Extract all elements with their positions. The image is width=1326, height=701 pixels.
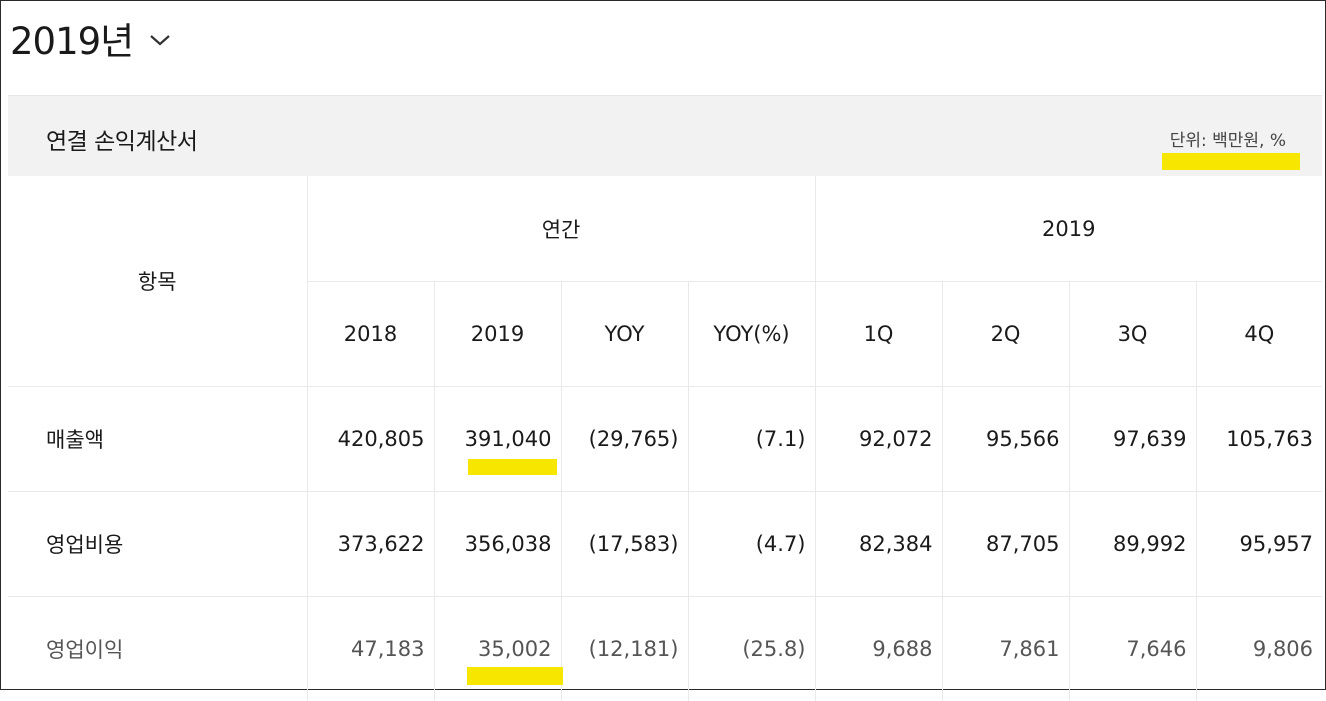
column-header: 1Q bbox=[815, 282, 942, 387]
column-header: 2019 bbox=[434, 282, 561, 387]
table-cell-value: 391,040 bbox=[465, 427, 552, 451]
table-row-operating-expense: 영업비용 373,622 356,038 (17,583) (4.7) 82,3… bbox=[8, 492, 1322, 597]
header-row-groups: 항목 연간 2019 bbox=[8, 176, 1322, 282]
year-selector[interactable]: 2019년 bbox=[10, 14, 171, 62]
table-cell: 89,992 bbox=[1069, 492, 1196, 597]
table-cell: 9,806 bbox=[1196, 597, 1322, 701]
table-cell: 82,384 bbox=[815, 492, 942, 597]
table-cell: 105,763 bbox=[1196, 387, 1322, 492]
table-cell: 95,566 bbox=[942, 387, 1069, 492]
unit-label: 단위: 백만원, % bbox=[1170, 126, 1286, 151]
row-label: 매출액 bbox=[8, 387, 307, 492]
header-annual: 연간 bbox=[307, 176, 815, 282]
table-cell: (25.8) bbox=[688, 597, 815, 701]
column-header: 2Q bbox=[942, 282, 1069, 387]
column-header: 4Q bbox=[1196, 282, 1322, 387]
table-cell: (12,181) bbox=[561, 597, 688, 701]
table-cell-highlighted: 391,040 bbox=[434, 387, 561, 492]
table-cell: 356,038 bbox=[434, 492, 561, 597]
table-cell: 97,639 bbox=[1069, 387, 1196, 492]
value-highlight bbox=[468, 459, 557, 475]
financial-table: 항목 연간 2019 2018 2019 YOY YOY(%) 1Q 2Q 3Q… bbox=[8, 176, 1322, 701]
table-cell: 7,861 bbox=[942, 597, 1069, 701]
unit-highlight bbox=[1162, 153, 1300, 170]
value-highlight bbox=[467, 667, 563, 685]
table-cell: 92,072 bbox=[815, 387, 942, 492]
row-label: 영업비용 bbox=[8, 492, 307, 597]
table-cell: 420,805 bbox=[307, 387, 434, 492]
table-cell-value: 35,002 bbox=[478, 637, 551, 661]
row-label: 영업이익 bbox=[8, 597, 307, 701]
header-item: 항목 bbox=[8, 176, 307, 387]
table-cell: (29,765) bbox=[561, 387, 688, 492]
year-selector-label: 2019년 bbox=[10, 11, 133, 65]
table-cell: (4.7) bbox=[688, 492, 815, 597]
column-header: 2018 bbox=[307, 282, 434, 387]
panel-title: 연결 손익계산서 bbox=[46, 122, 197, 156]
table-cell: 7,646 bbox=[1069, 597, 1196, 701]
column-header: 3Q bbox=[1069, 282, 1196, 387]
header-quarterly: 2019 bbox=[815, 176, 1322, 282]
table-cell: 373,622 bbox=[307, 492, 434, 597]
table-cell: 95,957 bbox=[1196, 492, 1322, 597]
table-cell: (17,583) bbox=[561, 492, 688, 597]
column-header: YOY bbox=[561, 282, 688, 387]
chevron-down-icon[interactable] bbox=[149, 32, 171, 51]
panel-header: 연결 손익계산서 단위: 백만원, % bbox=[8, 95, 1322, 176]
table-cell: 87,705 bbox=[942, 492, 1069, 597]
table-row-operating-income: 영업이익 47,183 35,002 (12,181) (25.8) 9,688… bbox=[8, 597, 1322, 701]
column-header: YOY(%) bbox=[688, 282, 815, 387]
table-cell: 47,183 bbox=[307, 597, 434, 701]
table-row-revenue: 매출액 420,805 391,040 (29,765) (7.1) 92,07… bbox=[8, 387, 1322, 492]
table-cell-highlighted: 35,002 bbox=[434, 597, 561, 701]
table-cell: 9,688 bbox=[815, 597, 942, 701]
income-statement: 연결 손익계산서 단위: 백만원, % 항목 연간 2019 2018 2019… bbox=[8, 95, 1322, 701]
table-cell: (7.1) bbox=[688, 387, 815, 492]
